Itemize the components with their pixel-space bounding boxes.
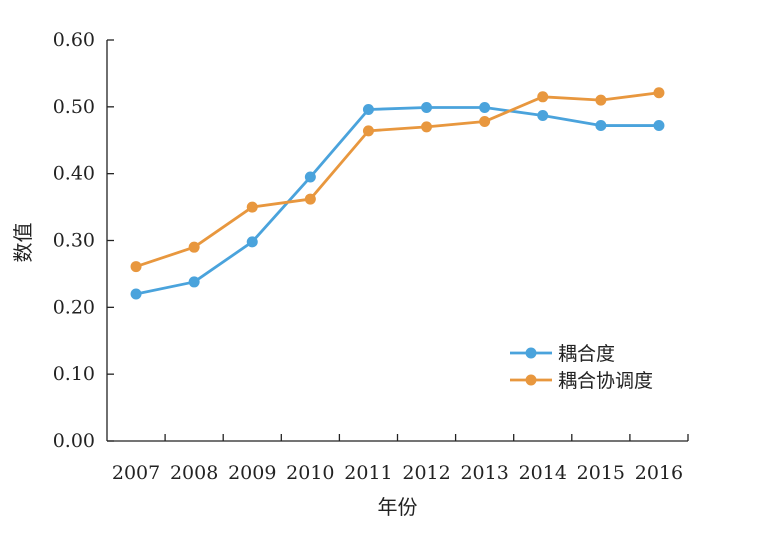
x-axis-title: 年份 (378, 495, 418, 519)
legend-marker (525, 347, 537, 359)
data-point (362, 104, 374, 116)
y-tick-label: 0.00 (53, 430, 95, 452)
data-point (246, 201, 258, 213)
data-point (130, 261, 142, 273)
legend-label: 耦合协调度 (558, 370, 653, 392)
data-point (653, 87, 665, 99)
x-tick-label: 2014 (519, 462, 567, 484)
data-point (421, 102, 433, 114)
legend-marker (525, 374, 537, 386)
data-point (479, 116, 491, 128)
y-tick-label: 0.20 (53, 296, 95, 318)
x-tick-label: 2016 (635, 462, 683, 484)
x-tick-label: 2013 (460, 462, 508, 484)
y-axis-title: 数值 (11, 223, 35, 263)
y-tick-label: 0.30 (53, 230, 95, 252)
y-tick-label: 0.10 (53, 363, 95, 385)
series-2 (130, 87, 665, 273)
data-point (304, 193, 316, 205)
series-1 (130, 102, 665, 300)
x-tick-label: 2007 (112, 462, 160, 484)
legend-item: 耦合度 (510, 343, 615, 365)
data-point (362, 125, 374, 137)
x-tick-label: 2015 (577, 462, 625, 484)
series-line (135, 91, 660, 268)
data-point (537, 91, 549, 103)
y-tick-label: 0.40 (53, 163, 95, 185)
data-point (188, 276, 200, 288)
y-tick-label: 0.50 (53, 96, 95, 118)
x-tick-label: 2008 (170, 462, 218, 484)
data-point (595, 120, 607, 132)
data-point (188, 241, 200, 253)
legend-item: 耦合协调度 (510, 370, 653, 392)
data-point (595, 94, 607, 106)
data-point (479, 102, 491, 114)
data-point (537, 110, 549, 122)
x-ticks: 2007 2008 2009 2010 2011 2012 2013 2014 2015 2016 (112, 434, 689, 484)
series-line (135, 106, 659, 296)
x-tick-label: 2012 (402, 462, 450, 484)
x-tick-label: 2011 (344, 462, 392, 484)
y-tick-label: 0.60 (53, 29, 95, 51)
data-point (130, 288, 142, 300)
data-point (246, 236, 258, 248)
series-layer (130, 87, 665, 300)
data-point (304, 171, 316, 183)
y-ticks: 0.00 0.10 0.20 0.30 0.40 0.50 0.60 (53, 29, 114, 452)
x-tick-label: 2010 (286, 462, 334, 484)
x-tick-label: 2009 (228, 462, 276, 484)
legend-label: 耦合度 (558, 343, 615, 365)
data-point (421, 121, 433, 133)
data-point (653, 120, 665, 132)
